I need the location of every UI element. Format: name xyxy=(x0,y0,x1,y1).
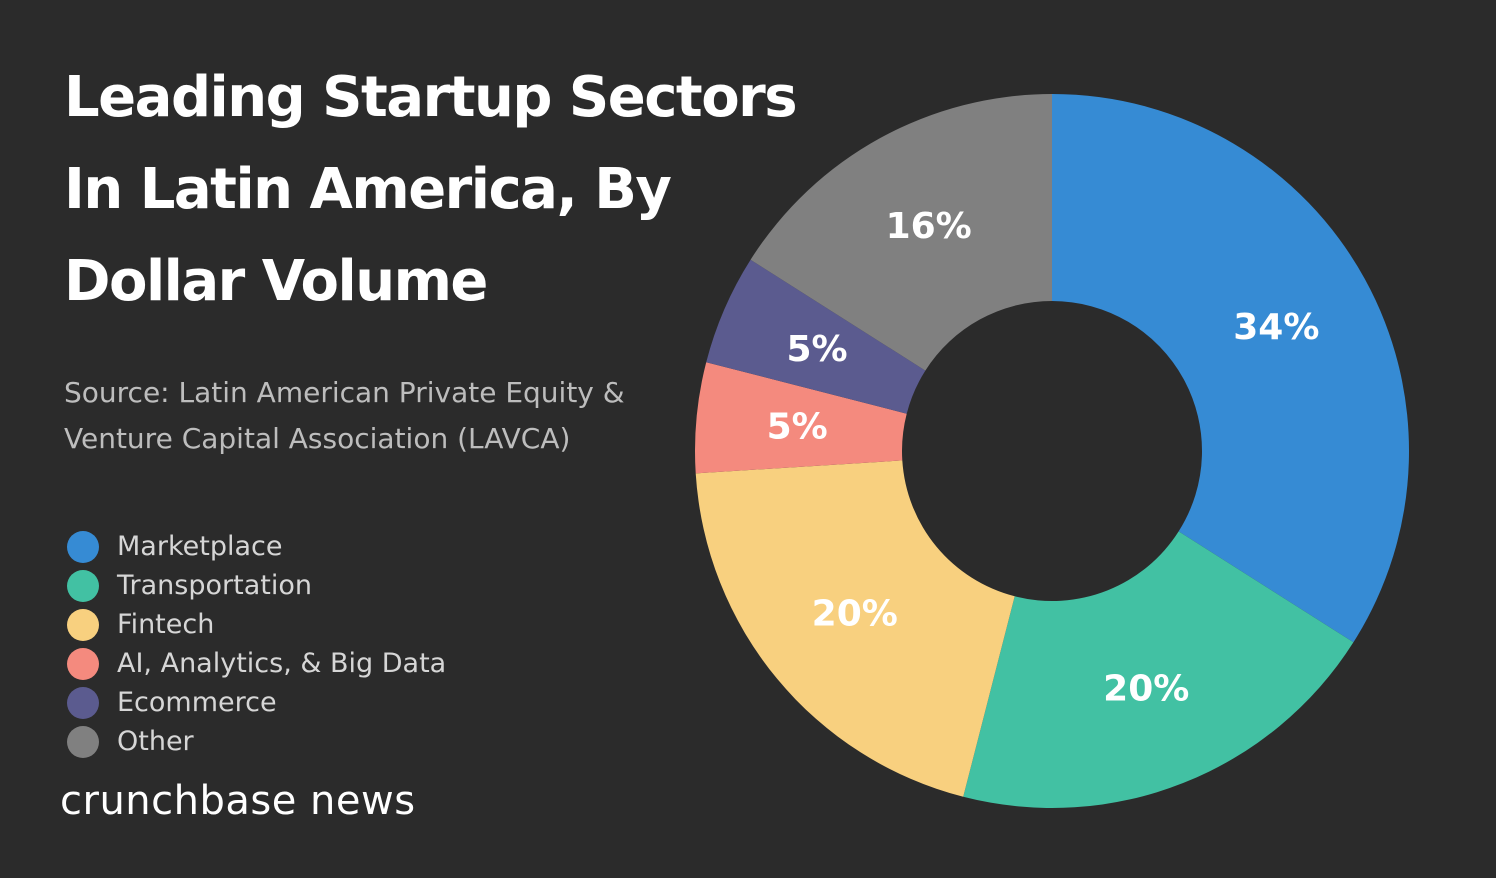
legend-swatch-other xyxy=(67,725,99,758)
legend-label-fintech: Fintech xyxy=(117,609,215,640)
slice-label-ecommerce: 5% xyxy=(786,329,847,370)
slice-label-marketplace: 34% xyxy=(1233,307,1319,348)
legend-swatch-ai-analytics xyxy=(67,647,99,680)
brand-logo: crunchbase news xyxy=(60,778,416,824)
chart-title-line-3: Dollar Volume xyxy=(64,249,488,314)
slice-label-fintech: 20% xyxy=(812,594,898,635)
donut-slices xyxy=(695,94,1409,808)
donut-slice-labels: 34% 20% 20% 5% 5% 16% xyxy=(767,206,1320,709)
slice-transportation xyxy=(963,531,1354,808)
legend-item-other: Other xyxy=(67,722,446,761)
chart-title: Leading Startup Sectors In Latin America… xyxy=(64,52,864,328)
legend-item-fintech: Fintech xyxy=(67,605,446,644)
legend-item-ai-analytics: AI, Analytics, & Big Data xyxy=(67,644,446,683)
slice-marketplace xyxy=(1052,94,1409,643)
legend-swatch-marketplace xyxy=(67,530,99,563)
source-note-line-1: Source: Latin American Private Equity & xyxy=(64,376,625,409)
chart-title-line-2: In Latin America, By xyxy=(64,157,672,222)
legend-label-other: Other xyxy=(117,726,194,757)
legend-swatch-fintech xyxy=(67,608,99,641)
legend-label-ai-analytics: AI, Analytics, & Big Data xyxy=(117,648,447,679)
source-note: Source: Latin American Private Equity & … xyxy=(64,370,704,462)
legend-swatch-ecommerce xyxy=(67,686,99,719)
slice-label-transportation: 20% xyxy=(1103,669,1189,710)
slice-label-other: 16% xyxy=(886,206,972,247)
legend-item-transportation: Transportation xyxy=(67,566,446,605)
legend: Marketplace Transportation Fintech AI, A… xyxy=(67,527,446,761)
legend-label-transportation: Transportation xyxy=(117,570,312,601)
legend-label-ecommerce: Ecommerce xyxy=(117,687,277,718)
legend-item-marketplace: Marketplace xyxy=(67,527,446,566)
slice-fintech xyxy=(695,460,1015,797)
slice-other xyxy=(750,94,1052,371)
legend-label-marketplace: Marketplace xyxy=(117,531,283,562)
slice-ai-analytics xyxy=(695,362,907,474)
legend-swatch-transportation xyxy=(67,569,99,602)
slice-label-ai-analytics: 5% xyxy=(767,406,828,447)
chart-title-line-1: Leading Startup Sectors xyxy=(64,65,798,130)
source-note-line-2: Venture Capital Association (LAVCA) xyxy=(64,422,571,455)
legend-item-ecommerce: Ecommerce xyxy=(67,683,446,722)
slice-ecommerce xyxy=(706,259,926,414)
